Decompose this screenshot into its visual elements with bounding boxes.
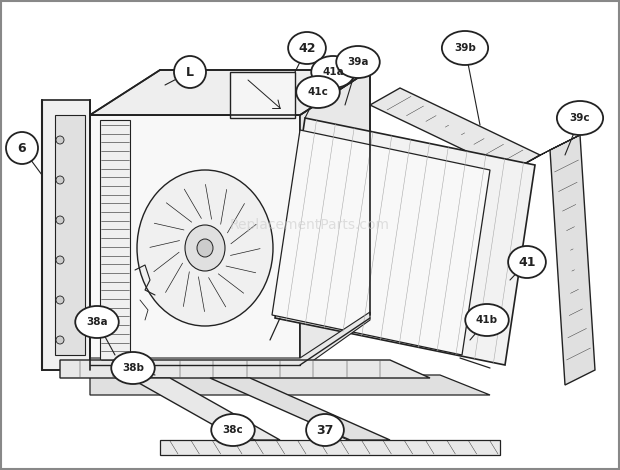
- Polygon shape: [55, 115, 85, 355]
- Ellipse shape: [442, 31, 488, 65]
- Text: L: L: [186, 65, 194, 78]
- Ellipse shape: [197, 239, 213, 257]
- Text: 42: 42: [298, 41, 316, 55]
- Text: 39c: 39c: [570, 113, 590, 123]
- Polygon shape: [510, 135, 580, 172]
- Polygon shape: [130, 378, 280, 440]
- Polygon shape: [550, 135, 595, 385]
- Ellipse shape: [465, 304, 509, 336]
- Ellipse shape: [137, 170, 273, 326]
- Ellipse shape: [6, 132, 38, 164]
- Text: 41a: 41a: [322, 67, 344, 77]
- Text: ReplacementParts.com: ReplacementParts.com: [230, 218, 390, 232]
- Text: 41: 41: [518, 256, 536, 268]
- Ellipse shape: [296, 76, 340, 108]
- Polygon shape: [210, 378, 390, 440]
- Text: 39b: 39b: [454, 43, 476, 53]
- Ellipse shape: [288, 32, 326, 64]
- Circle shape: [56, 176, 64, 184]
- Text: 39a: 39a: [347, 57, 369, 67]
- Polygon shape: [370, 88, 540, 172]
- Polygon shape: [60, 360, 430, 378]
- Polygon shape: [160, 440, 500, 455]
- Polygon shape: [90, 312, 370, 370]
- Polygon shape: [90, 70, 370, 115]
- Text: 38c: 38c: [223, 425, 244, 435]
- Polygon shape: [42, 100, 90, 370]
- Text: 38a: 38a: [86, 317, 108, 327]
- Ellipse shape: [75, 306, 119, 338]
- Circle shape: [56, 336, 64, 344]
- Text: 38b: 38b: [122, 363, 144, 373]
- Text: 41b: 41b: [476, 315, 498, 325]
- Ellipse shape: [311, 56, 355, 88]
- Circle shape: [56, 136, 64, 144]
- Polygon shape: [272, 130, 490, 355]
- Polygon shape: [230, 72, 295, 118]
- Ellipse shape: [185, 225, 225, 271]
- Ellipse shape: [111, 352, 155, 384]
- Ellipse shape: [508, 246, 546, 278]
- Polygon shape: [90, 375, 490, 395]
- Circle shape: [56, 256, 64, 264]
- Ellipse shape: [557, 101, 603, 135]
- Polygon shape: [90, 115, 300, 370]
- Ellipse shape: [336, 46, 380, 78]
- Ellipse shape: [174, 56, 206, 88]
- Circle shape: [56, 296, 64, 304]
- Ellipse shape: [306, 414, 344, 446]
- Polygon shape: [100, 120, 130, 365]
- Ellipse shape: [211, 414, 255, 446]
- Polygon shape: [275, 118, 535, 365]
- Text: 37: 37: [316, 423, 334, 437]
- Text: 41c: 41c: [308, 87, 329, 97]
- Polygon shape: [300, 70, 370, 370]
- Circle shape: [56, 216, 64, 224]
- Text: 6: 6: [18, 141, 26, 155]
